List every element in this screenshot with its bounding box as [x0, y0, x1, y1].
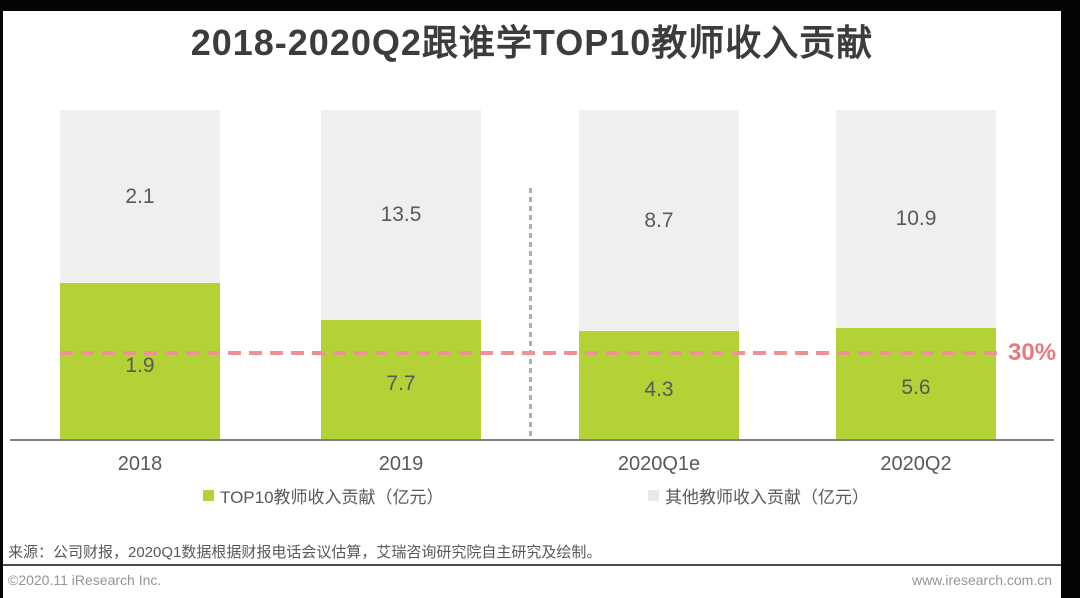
source-note: 来源：公司财报，2020Q1数据根据财报电话会议估算，艾瑞咨询研究院自主研究及绘… — [8, 544, 602, 561]
value-label-other-2020Q2: 10.9 — [895, 207, 937, 230]
bar-segment-other-2020Q2 — [836, 110, 996, 328]
bar-segment-other-2020Q1e — [579, 110, 739, 331]
reference-line-label: 30% — [1008, 339, 1057, 366]
x-axis-line — [10, 439, 1054, 441]
x-axis-label-2019: 2019 — [378, 453, 424, 475]
footer-copyright: ©2020.11 iResearch Inc. — [8, 572, 162, 588]
period-divider-dashed-line — [529, 188, 532, 440]
x-axis-label-2018: 2018 — [117, 453, 163, 475]
bar-2019 — [321, 110, 481, 440]
bar-segment-top10-2018 — [60, 283, 220, 440]
bar-segment-other-2018 — [60, 110, 220, 283]
x-axis-label-2020Q1e: 2020Q1e — [617, 453, 701, 475]
value-label-other-2020Q1e: 8.7 — [644, 208, 674, 232]
bar-2020Q1e — [579, 110, 739, 440]
image-border-top — [0, 0, 1080, 11]
bar-2020Q2 — [836, 110, 996, 440]
bar-2018 — [60, 110, 220, 440]
legend-swatch-green — [203, 490, 214, 501]
bar-segment-top10-2020Q1e — [579, 331, 739, 440]
legend-label-top10: TOP10教师收入贡献（亿元） — [220, 488, 444, 507]
footer-divider-line — [3, 564, 1061, 566]
bar-segment-other-2019 — [321, 110, 481, 320]
legend-item-other: 其他教师收入贡献（亿元） — [648, 483, 869, 508]
footer-website: www.iresearch.com.cn — [911, 572, 1052, 588]
legend-swatch-gray — [648, 490, 659, 501]
legend-label-other: 其他教师收入贡献（亿元） — [665, 488, 869, 507]
legend: TOP10教师收入贡献（亿元） 其他教师收入贡献（亿元） — [0, 483, 1061, 508]
image-border-right — [1061, 0, 1080, 598]
value-label-top10-2020Q1e: 4.3 — [644, 377, 674, 401]
bar-segment-top10-2020Q2 — [836, 328, 996, 440]
value-label-other-2018: 2.1 — [125, 184, 155, 208]
value-label-top10-2018: 1.9 — [125, 353, 155, 377]
bar-segment-top10-2019 — [321, 320, 481, 440]
legend-item-top10: TOP10教师收入贡献（亿元） — [203, 483, 444, 508]
image-border-left — [0, 0, 3, 598]
value-label-other-2019: 13.5 — [380, 203, 422, 226]
x-axis-label-2020Q2: 2020Q2 — [880, 453, 952, 475]
chart-title: 2018-2020Q2跟谁学TOP10教师收入贡献 — [190, 22, 874, 63]
value-label-top10-2020Q2: 5.6 — [901, 376, 931, 399]
value-label-top10-2019: 7.7 — [386, 372, 416, 395]
reference-dashed-line-30pct — [60, 351, 1002, 355]
